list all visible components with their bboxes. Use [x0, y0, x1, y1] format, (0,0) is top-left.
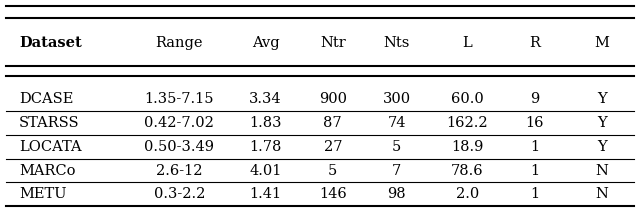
Text: 18.9: 18.9 [451, 140, 483, 154]
Text: 1: 1 [530, 140, 539, 154]
Text: Dataset: Dataset [19, 36, 82, 50]
Text: 87: 87 [323, 116, 342, 130]
Text: L: L [462, 36, 472, 50]
Text: Y: Y [596, 140, 607, 154]
Text: 1.35-7.15: 1.35-7.15 [145, 92, 214, 106]
Text: 0.50-3.49: 0.50-3.49 [144, 140, 214, 154]
Text: N: N [595, 164, 608, 178]
Text: M: M [594, 36, 609, 50]
Text: 16: 16 [525, 116, 543, 130]
Text: 1.78: 1.78 [250, 140, 282, 154]
Text: Avg: Avg [252, 36, 280, 50]
Text: MARCo: MARCo [19, 164, 76, 178]
Text: 1: 1 [530, 187, 539, 201]
Text: 162.2: 162.2 [446, 116, 488, 130]
Text: 4.01: 4.01 [250, 164, 282, 178]
Text: R: R [529, 36, 540, 50]
Text: 27: 27 [324, 140, 342, 154]
Text: 3.34: 3.34 [250, 92, 282, 106]
Text: LOCATA: LOCATA [19, 140, 82, 154]
Text: 74: 74 [388, 116, 406, 130]
Text: 98: 98 [387, 187, 406, 201]
Text: 0.42-7.02: 0.42-7.02 [144, 116, 214, 130]
Text: 78.6: 78.6 [451, 164, 483, 178]
Text: 146: 146 [319, 187, 347, 201]
Text: 7: 7 [392, 164, 401, 178]
Text: Y: Y [596, 116, 607, 130]
Text: STARSS: STARSS [19, 116, 80, 130]
Text: 9: 9 [530, 92, 539, 106]
Text: 2.0: 2.0 [456, 187, 479, 201]
Text: 300: 300 [383, 92, 411, 106]
Text: 900: 900 [319, 92, 347, 106]
Text: Nts: Nts [383, 36, 410, 50]
Text: METU: METU [19, 187, 67, 201]
Text: 60.0: 60.0 [451, 92, 484, 106]
Text: Y: Y [596, 92, 607, 106]
Text: 1.41: 1.41 [250, 187, 282, 201]
Text: N: N [595, 187, 608, 201]
Text: 1.83: 1.83 [250, 116, 282, 130]
Text: 5: 5 [328, 164, 337, 178]
Text: 2.6-12: 2.6-12 [156, 164, 202, 178]
Text: Range: Range [156, 36, 203, 50]
Text: Ntr: Ntr [320, 36, 346, 50]
Text: 5: 5 [392, 140, 401, 154]
Text: 1: 1 [530, 164, 539, 178]
Text: DCASE: DCASE [19, 92, 74, 106]
Text: 0.3-2.2: 0.3-2.2 [154, 187, 205, 201]
